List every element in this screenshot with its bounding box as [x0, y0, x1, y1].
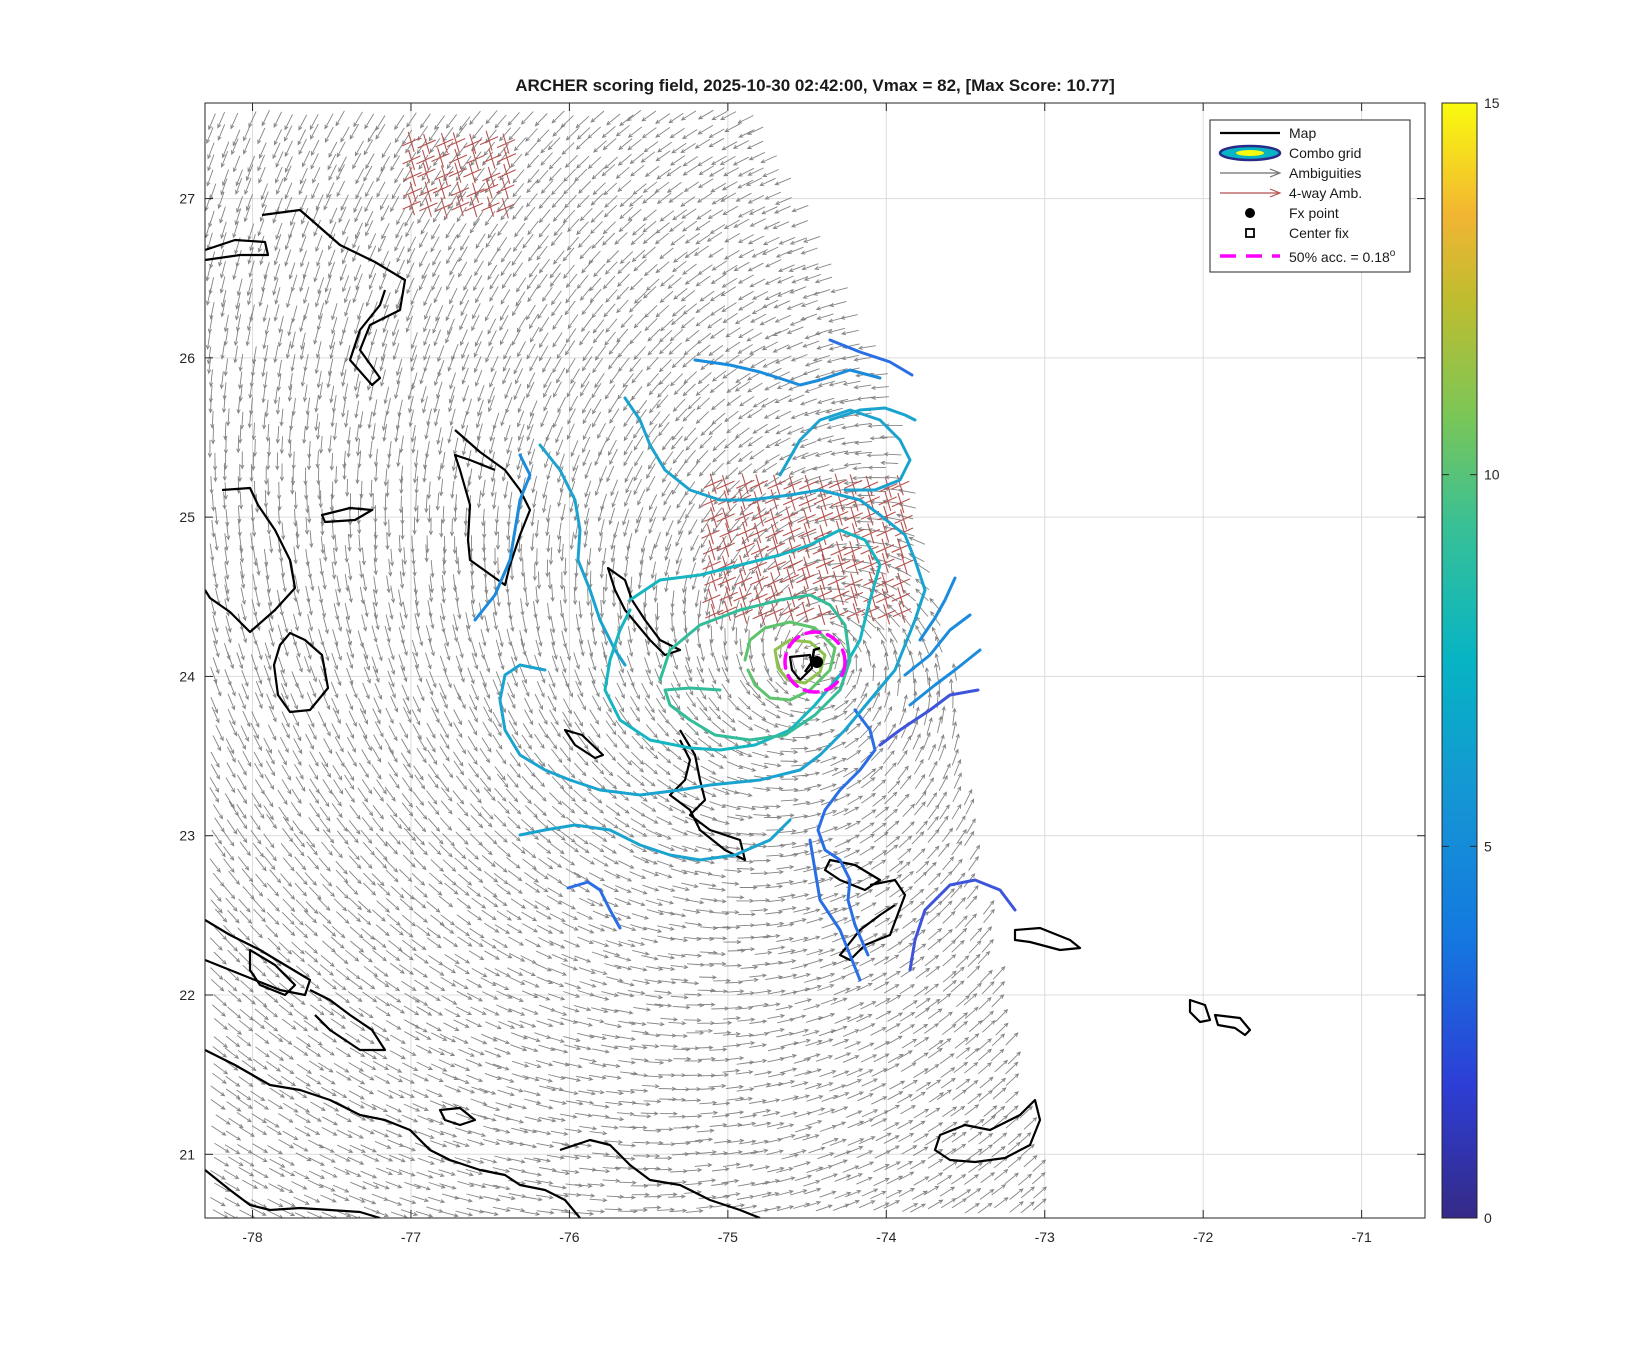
colorbar-tick-label: 10	[1484, 467, 1500, 483]
contour-level-5-east3	[918, 576, 957, 642]
score-contours	[473, 338, 1017, 982]
legend-4way-label: 4-way Amb.	[1289, 185, 1362, 201]
contour-level-10	[773, 638, 827, 685]
contour-level-4-low	[808, 838, 862, 982]
legend-centerfix-label: Center fix	[1289, 225, 1349, 241]
coast-cuba-east	[559, 1138, 761, 1218]
coast-inagua	[933, 1098, 1042, 1164]
contour-level-6-inner	[828, 406, 917, 422]
legend-fx-swatch	[1245, 208, 1255, 218]
grid	[205, 103, 1425, 1218]
contour-level-7	[603, 528, 882, 752]
coast-cuba-west	[205, 1169, 381, 1218]
y-tick-label: 21	[179, 1146, 195, 1162]
x-tick-label: -71	[1352, 1229, 1372, 1245]
map-coastlines	[205, 208, 1252, 1218]
colorbar-ticks: 0 5 10 15	[1442, 95, 1500, 1226]
coast-mayaguana	[1013, 926, 1082, 952]
colorbar-tick-label: 15	[1484, 95, 1500, 111]
contour-level-6-loop	[778, 408, 912, 492]
contour-level-4-east	[828, 338, 914, 377]
coast-eleuthera	[453, 429, 532, 587]
y-tick-label: 23	[179, 828, 195, 844]
coast-crooked-island	[823, 858, 882, 892]
storm-center-marker	[803, 646, 821, 673]
x-tick-label: -76	[559, 1229, 579, 1245]
coast-andros	[205, 486, 297, 634]
y-tick-label: 25	[179, 509, 195, 525]
y-tick-label: 24	[179, 668, 195, 684]
contour-level-6-main	[498, 513, 927, 797]
y-tick-label: 26	[179, 350, 195, 366]
contour-level-5-arc	[693, 358, 882, 387]
y-tick-label: 27	[179, 191, 195, 207]
contour-level-5-west	[473, 453, 532, 622]
contour-level-6-sw	[518, 818, 792, 862]
legend-accuracy-label: 50% acc. = 0.18o	[1289, 248, 1396, 265]
fx-point	[811, 656, 823, 668]
legend-centerfix-swatch	[1245, 228, 1255, 238]
coast-cuba-north	[205, 1049, 581, 1218]
contour-level-8	[658, 593, 852, 742]
legend-map-label: Map	[1289, 125, 1316, 141]
coast-abaco	[205, 238, 270, 262]
ambiguity-arrows	[205, 109, 1048, 1218]
coast-ragged-1	[205, 919, 312, 997]
contour-level-5-east	[908, 648, 982, 707]
contour-level-3	[878, 688, 980, 747]
coast-abaco-east	[261, 208, 407, 387]
contour-level-4-sw	[566, 880, 622, 930]
x-tick-label: -78	[242, 1229, 262, 1245]
contour-level-5-east2	[903, 613, 972, 677]
colorbar	[1441, 102, 1478, 1219]
coast-caicos-2	[1213, 1013, 1252, 1037]
coast-andros-south	[272, 631, 330, 714]
y-axis-ticks: 21 22 23 24 25 26 27	[179, 191, 1425, 1162]
x-tick-label: -72	[1193, 1229, 1213, 1245]
x-tick-label: -75	[718, 1229, 738, 1245]
accuracy-circle	[783, 630, 847, 694]
legend-fx-label: Fx point	[1289, 205, 1339, 221]
y-tick-label: 22	[179, 987, 195, 1003]
x-axis-ticks: -78 -77 -76 -75 -74 -73 -72 -71	[242, 103, 1372, 1245]
contour-level-6	[623, 396, 882, 517]
x-tick-label: -73	[1035, 1229, 1055, 1245]
coast-rum-cay	[563, 728, 605, 760]
colorbar-tick-label: 0	[1484, 1210, 1492, 1226]
coast-cuba-keys	[438, 1106, 477, 1127]
contour-level-9	[743, 620, 837, 702]
x-tick-label: -77	[401, 1229, 421, 1245]
legend-combo-core	[1236, 150, 1264, 156]
contour-level-3-south	[908, 878, 1017, 972]
legend: Map Combo grid Ambiguities 4-way Amb. Fx…	[1209, 119, 1411, 273]
coast-cat-island	[606, 566, 682, 657]
legend-ambiguities-label: Ambiguities	[1289, 165, 1361, 181]
legend-combo-label: Combo grid	[1289, 145, 1361, 161]
coast-exuma	[320, 506, 374, 524]
axes-frame	[204, 102, 1426, 1219]
ambiguity-vectors	[205, 109, 1048, 1218]
coast-ragged-2	[248, 948, 297, 997]
contour-level-6-west	[538, 443, 627, 667]
x-tick-label: -74	[876, 1229, 896, 1245]
colorbar-tick-label: 5	[1484, 838, 1492, 854]
chart-title: ARCHER scoring field, 2025-10-30 02:42:0…	[515, 76, 1115, 95]
coast-caicos-1	[1188, 998, 1212, 1024]
coast-acklins	[838, 878, 907, 962]
coast-san-salvador	[788, 653, 814, 682]
four-way-ambiguity-arrows	[401, 130, 914, 626]
coast-ragged-3	[309, 989, 387, 1052]
contour-level-4	[816, 708, 877, 957]
